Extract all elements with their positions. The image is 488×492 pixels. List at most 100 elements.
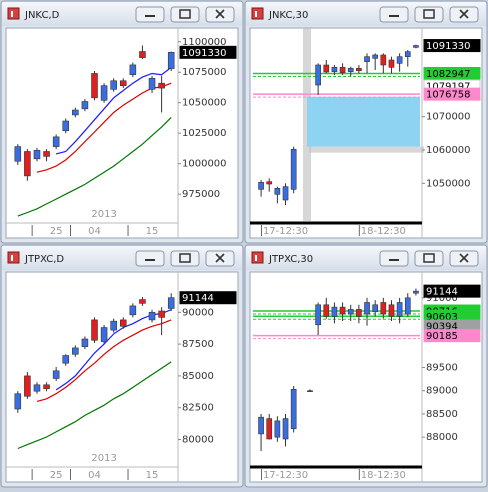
candle-body [282, 186, 289, 201]
candle-body [266, 181, 273, 185]
y-tick-label: 80000 [182, 435, 214, 446]
y-tick-label: 85000 [182, 371, 214, 382]
chart-area [5, 271, 239, 483]
window-title: JTPXC,D [24, 254, 64, 265]
candle-body [129, 64, 137, 75]
price-tag-label: 1079197 [426, 82, 471, 93]
button-glyph [145, 15, 155, 17]
minimize-button[interactable] [379, 250, 409, 267]
candle-body [388, 59, 395, 68]
candle-body [404, 297, 411, 315]
candle-body [158, 310, 165, 318]
y-tick-label: 88000 [426, 432, 458, 443]
candle-body [43, 384, 50, 389]
y-tick-label: 89500 [426, 362, 458, 373]
candle-body [167, 52, 175, 69]
zone-shadow [309, 146, 424, 153]
price-tag-label: 1076758 [426, 90, 471, 101]
candle-body [380, 54, 387, 66]
title-bar [246, 246, 486, 270]
button-glyph [215, 253, 225, 263]
candle-body [339, 306, 346, 315]
candle-body [33, 149, 41, 160]
candle-body [148, 78, 156, 90]
x-tick-label: 18-12:30 [361, 470, 406, 481]
period-label: 2013 [91, 209, 116, 220]
y-tick-label: 975000 [182, 189, 220, 200]
candle-body [339, 67, 346, 73]
button-glyph [179, 253, 191, 263]
candle-body [81, 338, 89, 347]
x-tick-label: 04 [88, 470, 101, 481]
price-tag [423, 329, 481, 343]
maximize-button[interactable] [414, 6, 444, 23]
candle-body [167, 297, 175, 309]
candle-body [315, 64, 321, 86]
window-icon [7, 7, 20, 20]
candle-body [364, 302, 370, 315]
y-tick-label: 1000000 [182, 159, 227, 170]
candle-body [148, 311, 156, 321]
price-tag-label: 90394 [426, 321, 458, 332]
candle-body [258, 416, 264, 435]
y-tick-label: 1100000 [182, 37, 227, 48]
candle-body [413, 45, 419, 48]
price-tag-label: 91144 [182, 293, 214, 304]
price-tag-label: 90603 [426, 312, 458, 323]
x-tick-label: 17-12:30 [263, 226, 308, 237]
price-tag-label: 1091330 [182, 48, 227, 59]
x-tick-label: 15 [146, 470, 159, 481]
x-tick-label: 18-12:30 [361, 226, 406, 237]
y-tick-label: 88500 [426, 409, 458, 420]
candle-body [347, 68, 354, 72]
candle-body [14, 146, 22, 162]
maximize-button[interactable] [170, 6, 200, 23]
y-tick-label: 1025000 [182, 128, 227, 139]
y-tick-label: 91000 [426, 293, 458, 304]
zone [307, 96, 420, 147]
minimize-button[interactable] [135, 6, 165, 23]
maximize-button[interactable] [414, 250, 444, 267]
candle-body [91, 73, 98, 99]
candle-body [139, 51, 146, 58]
candle-body [307, 390, 313, 393]
minimize-button[interactable] [379, 6, 409, 23]
y-tick-label: 89000 [426, 386, 458, 397]
title-bar [2, 2, 242, 26]
button-glyph [423, 253, 435, 263]
candle-body [290, 389, 297, 430]
candle-body [110, 320, 117, 331]
price-tag [423, 284, 481, 298]
candle-body [274, 188, 281, 195]
candle-body [282, 418, 289, 440]
candle-body [33, 384, 41, 392]
moving-average [17, 361, 172, 450]
y-tick-label: 82500 [182, 403, 214, 414]
price-tag [423, 39, 481, 53]
minimize-button[interactable] [135, 250, 165, 267]
candle-body [24, 151, 31, 177]
button-glyph [215, 9, 225, 19]
candle-body [274, 420, 281, 438]
x-tick-label: 04 [88, 226, 101, 237]
candle-body [81, 101, 89, 110]
window-icon [251, 251, 264, 264]
moving-average [36, 82, 172, 173]
price-tag [179, 291, 237, 305]
candle-body [266, 418, 273, 440]
candle-body [110, 80, 117, 90]
window-title: JNKC,D [24, 10, 60, 21]
title-bar [246, 2, 486, 26]
candle-body [43, 151, 50, 157]
moving-average [55, 66, 172, 155]
candle-body [331, 67, 338, 72]
moving-average [36, 319, 172, 402]
candle-body [388, 304, 395, 317]
maximize-button[interactable] [170, 250, 200, 267]
candle-body [119, 80, 127, 86]
window-icon-bar [255, 255, 257, 261]
moving-average [17, 116, 172, 217]
y-tick-label: 1070000 [426, 112, 471, 123]
